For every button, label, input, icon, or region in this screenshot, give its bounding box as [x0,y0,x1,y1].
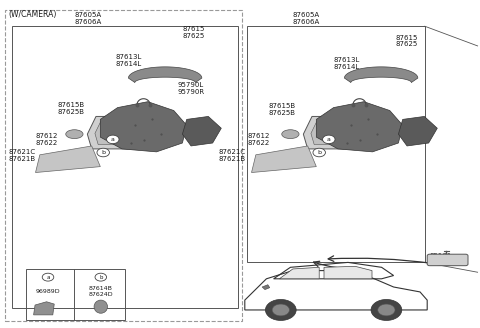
Polygon shape [398,116,437,146]
Text: 87612
87622: 87612 87622 [36,133,59,146]
Text: a: a [46,275,50,280]
Polygon shape [279,267,319,279]
Polygon shape [87,116,144,149]
Polygon shape [311,120,353,145]
Polygon shape [34,302,54,315]
Text: a: a [111,137,115,142]
Circle shape [313,148,325,157]
Ellipse shape [66,130,83,138]
Circle shape [97,148,109,157]
Circle shape [95,273,107,281]
Polygon shape [95,120,137,145]
Circle shape [107,135,119,144]
Text: 87615
87625: 87615 87625 [182,26,205,39]
Polygon shape [36,146,100,173]
Polygon shape [252,146,316,173]
Polygon shape [324,266,372,279]
Polygon shape [262,285,270,290]
Polygon shape [344,67,418,82]
Text: 87614B
87624D: 87614B 87624D [88,286,113,297]
Text: b: b [99,275,103,280]
Text: 96989D: 96989D [36,289,60,294]
Circle shape [378,304,395,316]
Polygon shape [128,67,202,82]
Text: 87613L
87614L: 87613L 87614L [334,57,360,71]
Text: 85101: 85101 [430,253,452,259]
Circle shape [272,304,289,316]
Polygon shape [100,102,187,152]
Text: b: b [101,150,105,155]
Text: a: a [327,137,331,142]
FancyBboxPatch shape [427,254,468,266]
Circle shape [371,299,402,320]
Text: 1125KB: 1125KB [331,268,358,274]
Polygon shape [303,116,360,149]
Text: 87621C
87621B: 87621C 87621B [9,149,36,162]
Text: 87615B
87625B: 87615B 87625B [269,103,296,116]
Circle shape [265,299,296,320]
Circle shape [42,273,54,281]
Text: 87621C
87621B: 87621C 87621B [218,149,246,162]
Ellipse shape [94,300,108,313]
Ellipse shape [282,130,299,138]
Text: 95790L
95790R: 95790L 95790R [178,82,205,95]
Text: 87615B
87625B: 87615B 87625B [58,102,85,115]
Polygon shape [316,102,403,152]
Text: b: b [317,150,321,155]
Circle shape [323,135,335,144]
Text: 87605A
87606A: 87605A 87606A [293,11,320,25]
Text: 87615
87625: 87615 87625 [396,34,419,48]
Text: 87612
87622: 87612 87622 [247,133,270,146]
Text: (W/CAMERA): (W/CAMERA) [9,10,57,19]
Polygon shape [182,116,221,146]
Text: 87613L
87614L: 87613L 87614L [115,54,142,67]
Text: 87605A
87606A: 87605A 87606A [74,11,102,25]
